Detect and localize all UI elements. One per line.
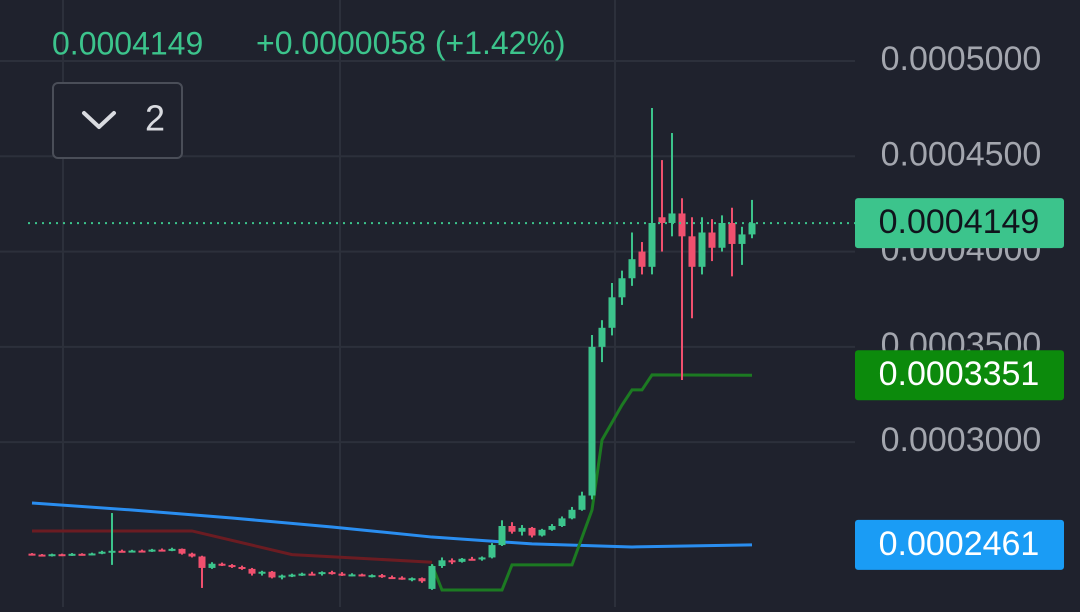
candle-body bbox=[68, 553, 76, 556]
candle-body bbox=[458, 558, 466, 562]
interval-dropdown[interactable]: 2 bbox=[52, 82, 183, 159]
candle-body bbox=[148, 549, 156, 552]
candle-body bbox=[358, 574, 366, 577]
candle-body bbox=[448, 560, 456, 563]
indicator-line bbox=[32, 529, 433, 564]
candle-body bbox=[488, 545, 496, 558]
candle-body bbox=[478, 557, 486, 560]
candle-body bbox=[308, 573, 316, 576]
candle-body bbox=[558, 518, 566, 527]
candle-body bbox=[518, 527, 526, 532]
candle-body bbox=[598, 327, 606, 347]
candle-body bbox=[498, 526, 506, 546]
last-price-label: 0.0004149 bbox=[879, 203, 1040, 241]
candle-body bbox=[138, 550, 146, 553]
candle-body bbox=[468, 558, 476, 561]
candle-body bbox=[708, 232, 716, 248]
candle-body bbox=[578, 495, 586, 510]
candle-body bbox=[248, 568, 256, 574]
legend-change-pct: (+1.42%) bbox=[435, 25, 566, 61]
candle-body bbox=[348, 574, 356, 577]
candle-body bbox=[298, 573, 306, 576]
candle-body bbox=[168, 548, 176, 551]
legend-change: +0.0000058 (+1.42%) bbox=[256, 25, 566, 61]
dropdown-value: 2 bbox=[145, 98, 165, 139]
candle-body bbox=[588, 346, 596, 496]
candle-body bbox=[258, 571, 266, 574]
candle-body bbox=[88, 553, 96, 556]
candle-body bbox=[678, 213, 686, 237]
candle-body bbox=[668, 213, 676, 223]
candle-body bbox=[428, 566, 436, 589]
candle-body bbox=[528, 527, 536, 536]
candle-body bbox=[608, 297, 616, 328]
line-value-label: 0.0002461 bbox=[879, 525, 1040, 563]
candle-body bbox=[698, 232, 706, 267]
line-value-badge bbox=[855, 350, 1064, 401]
candle-body bbox=[178, 548, 186, 554]
candle-body bbox=[368, 575, 376, 578]
candle-body bbox=[328, 572, 336, 575]
candle-body bbox=[618, 278, 626, 298]
candle-body bbox=[188, 553, 196, 557]
candle-body bbox=[628, 259, 636, 279]
legend-price: 0.0004149 bbox=[52, 25, 203, 61]
candle-body bbox=[688, 236, 696, 267]
candle-body bbox=[228, 565, 236, 568]
legend-change-abs: +0.0000058 bbox=[256, 25, 426, 61]
overlay: 0.00050000.00045000.00040000.00035000.00… bbox=[28, 40, 1064, 570]
candle-body bbox=[338, 573, 346, 576]
last-price-badge bbox=[855, 198, 1064, 249]
candle-body bbox=[738, 234, 746, 244]
candle-body bbox=[278, 575, 286, 578]
candles bbox=[28, 108, 756, 590]
indicator-line bbox=[430, 373, 753, 592]
candle-body bbox=[418, 578, 426, 582]
dropdown-box[interactable] bbox=[52, 82, 183, 159]
candle-body bbox=[288, 574, 296, 577]
candle-body bbox=[728, 222, 736, 244]
candle-body bbox=[38, 554, 46, 557]
candle-body bbox=[158, 549, 166, 552]
chevron-icon bbox=[82, 111, 116, 129]
candle-body bbox=[128, 550, 136, 553]
candle-body bbox=[238, 566, 246, 569]
candle-body bbox=[218, 563, 226, 566]
candle-body bbox=[78, 553, 86, 556]
candle-body bbox=[748, 223, 756, 235]
candle-body bbox=[718, 222, 726, 248]
candle-body bbox=[648, 222, 656, 267]
line-value-badge bbox=[855, 519, 1064, 570]
candle-body bbox=[658, 217, 666, 223]
candle-body bbox=[208, 563, 216, 568]
candle-body bbox=[508, 526, 516, 532]
candle-body bbox=[318, 572, 326, 575]
candle-body bbox=[58, 554, 66, 557]
candle-body bbox=[388, 577, 396, 580]
candle-body bbox=[108, 550, 116, 553]
candle-body bbox=[378, 575, 386, 578]
candle-body bbox=[268, 571, 276, 578]
candle-body bbox=[198, 556, 206, 568]
candle-body bbox=[398, 577, 406, 580]
indicator-lines bbox=[31, 373, 753, 592]
candle-body bbox=[98, 551, 106, 554]
candle-body bbox=[638, 251, 646, 267]
line-value-label: 0.0003351 bbox=[879, 355, 1040, 393]
y-tick-label: 0.0005000 bbox=[881, 40, 1042, 78]
candle-body bbox=[438, 560, 446, 567]
candle-body bbox=[118, 550, 126, 553]
candle-body bbox=[538, 529, 546, 536]
candle-body bbox=[548, 526, 556, 530]
y-tick-label: 0.0004500 bbox=[881, 135, 1042, 173]
candle-body bbox=[568, 509, 576, 519]
candle-body bbox=[408, 578, 416, 581]
candle-body bbox=[48, 554, 56, 557]
candle-body bbox=[28, 553, 36, 556]
y-tick-label: 0.0003000 bbox=[881, 421, 1042, 459]
indicator-line bbox=[31, 501, 753, 549]
